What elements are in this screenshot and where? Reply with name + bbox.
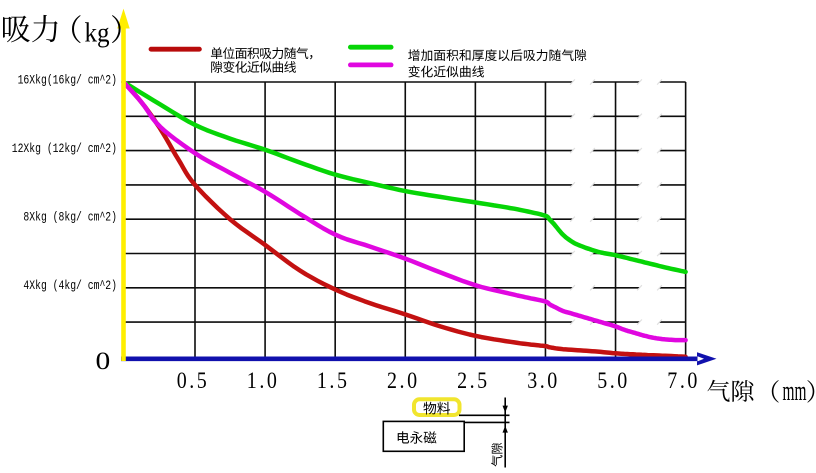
svg-text:8Xkg (8kg/ cm^2): 8Xkg (8kg/ cm^2) [23,210,117,225]
svg-text:5.0: 5.0 [597,368,630,394]
svg-text:mm: mm [783,375,807,406]
svg-text:kg: kg [85,18,110,48]
svg-text:2.0: 2.0 [387,368,420,394]
svg-text:0: 0 [96,347,111,374]
svg-text:2.5: 2.5 [457,368,490,394]
svg-text:7.0: 7.0 [667,368,700,394]
svg-text:3.0: 3.0 [527,368,560,394]
svg-text:4Xkg (4kg/ cm^2): 4Xkg (4kg/ cm^2) [23,279,117,294]
svg-text:0.5: 0.5 [177,368,210,394]
svg-text:1.0: 1.0 [247,368,280,394]
svg-text:12Xkg (12kg/ cm^2): 12Xkg (12kg/ cm^2) [12,142,117,157]
svg-text:1.5: 1.5 [317,368,350,394]
svg-text:16Xkg(16kg/ cm^2): 16Xkg(16kg/ cm^2) [18,73,117,88]
